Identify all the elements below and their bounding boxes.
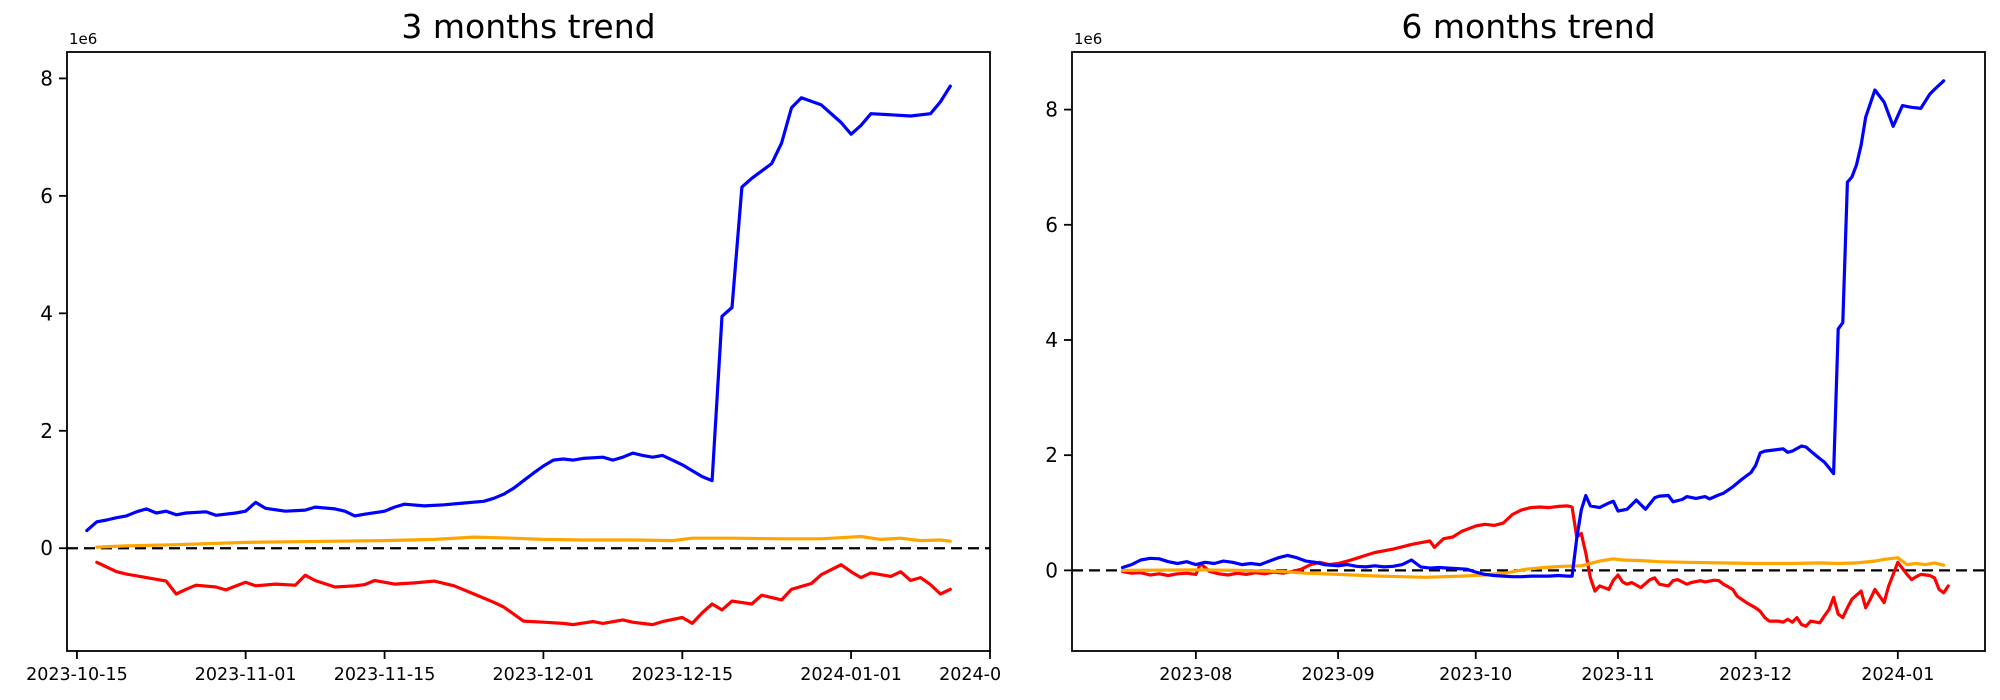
x-tick-label: 2023-10-15 bbox=[26, 665, 128, 685]
x-tick-label: 2023-11-15 bbox=[334, 665, 436, 685]
orange-series-line bbox=[1120, 556, 1946, 579]
x-tick-label: 2023-11 bbox=[1581, 665, 1654, 685]
x-tick-label: 2023-10 bbox=[1439, 665, 1512, 685]
red-series-line bbox=[1120, 504, 1950, 628]
x-tick-label: 2023-12-15 bbox=[631, 665, 733, 685]
right-chart-title: 6 months trend bbox=[1401, 7, 1656, 46]
y-tick-label: 0 bbox=[1045, 558, 1058, 582]
blue-series-line bbox=[1120, 79, 1946, 579]
y-tick-label: 6 bbox=[40, 184, 53, 208]
orange-series-line bbox=[95, 534, 952, 549]
y-tick-label: 0 bbox=[40, 536, 53, 560]
blue-series-line bbox=[85, 84, 952, 533]
x-tick-label: 2023-08 bbox=[1159, 665, 1232, 685]
x-tick-label: 2024-01-01 bbox=[800, 665, 902, 685]
x-tick-label: 2024-01 bbox=[1861, 665, 1934, 685]
right-chart-plot: 2023-08 2023-09 2023-10 2023-11 2023-12 2024-… bbox=[1045, 30, 1986, 685]
y-tick-label: 8 bbox=[1045, 98, 1058, 122]
y-tick-label: 2 bbox=[1045, 443, 1058, 467]
x-tick-label: 2023-12-01 bbox=[493, 665, 595, 685]
y-tick-label: 6 bbox=[1045, 213, 1058, 237]
x-tick-label: 2024-01-15 bbox=[939, 665, 1000, 685]
y-tick-label: 8 bbox=[40, 66, 53, 90]
left-chart-panel: 3 months trend 2023-10-15 2023-11-01 2023-… bbox=[26, 7, 1000, 685]
axes-frame bbox=[1071, 51, 1986, 652]
y-tick-label: 4 bbox=[1045, 328, 1058, 352]
axes-frame bbox=[66, 51, 991, 652]
red-series-line bbox=[95, 560, 952, 627]
left-chart-plot: 2023-10-15 2023-11-01 2023-11-15 2023-12-01… bbox=[26, 30, 1000, 685]
x-tick-label: 2023-12 bbox=[1719, 665, 1792, 685]
right-chart-panel: 6 months trend 2023-08 2023-09 2023-10 2023… bbox=[1000, 0, 2000, 700]
y-tick-label: 2 bbox=[40, 419, 53, 443]
y-axis-offset-label: 1e6 bbox=[69, 30, 97, 48]
y-axis-offset-label: 1e6 bbox=[1074, 30, 1102, 48]
x-tick-label: 2023-09 bbox=[1302, 665, 1375, 685]
left-chart-title: 3 months trend bbox=[401, 7, 656, 46]
y-tick-label: 4 bbox=[40, 301, 53, 325]
x-tick-label: 2023-11-01 bbox=[195, 665, 297, 685]
